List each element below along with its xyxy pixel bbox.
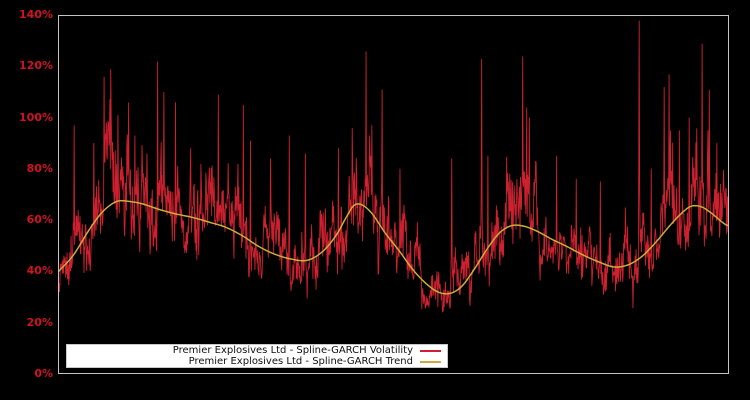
volatility-series <box>59 20 728 313</box>
y-axis-tick-label: 140% <box>19 8 53 21</box>
legend-label-volatility: Premier Explosives Ltd - Spline-GARCH Vo… <box>172 345 413 356</box>
trend-series <box>59 199 728 295</box>
y-axis-tick-label: 60% <box>26 213 53 227</box>
legend-item-volatility: Premier Explosives Ltd - Spline-GARCH Vo… <box>67 345 447 356</box>
plot-area <box>58 15 729 374</box>
y-axis: 140% 120% 100% 80% 60% 40% 20% 0% <box>0 0 53 400</box>
y-axis-tick-label: 20% <box>26 315 53 329</box>
chart-canvas <box>59 20 728 313</box>
y-axis-tick-label: 0% <box>34 367 53 380</box>
legend: Premier Explosives Ltd - Spline-GARCH Vo… <box>66 344 448 368</box>
legend-item-trend: Premier Explosives Ltd - Spline-GARCH Tr… <box>67 356 447 367</box>
y-axis-tick-label: 120% <box>19 59 53 73</box>
legend-line-sample-trend-icon <box>420 360 441 363</box>
legend-line-sample-volatility-icon <box>420 349 441 352</box>
y-axis-tick-label: 100% <box>19 110 53 124</box>
y-axis-tick-label: 80% <box>26 161 53 175</box>
legend-label-trend: Premier Explosives Ltd - Spline-GARCH Tr… <box>188 356 413 367</box>
y-axis-tick-label: 40% <box>26 264 53 278</box>
